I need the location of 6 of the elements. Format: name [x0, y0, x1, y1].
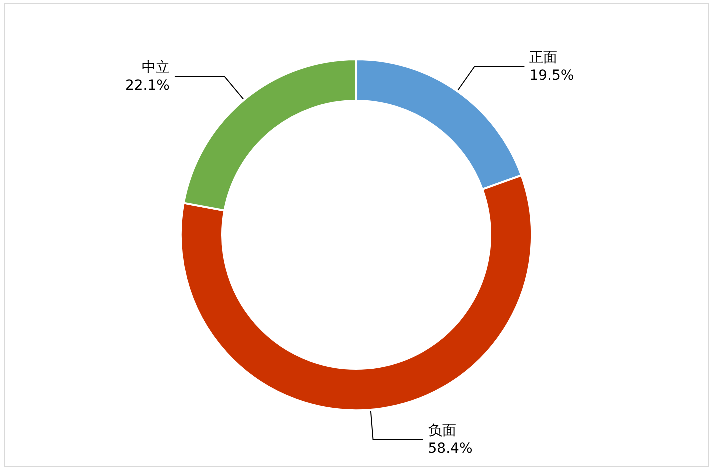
slice-label: 中立	[142, 60, 170, 76]
data-label: 22.1%	[125, 78, 170, 94]
slice-label: 正面	[530, 50, 558, 66]
data-label: 58.4%	[428, 440, 473, 457]
data-label: 19.5%	[530, 68, 574, 84]
slice-label: 负面	[428, 422, 456, 439]
